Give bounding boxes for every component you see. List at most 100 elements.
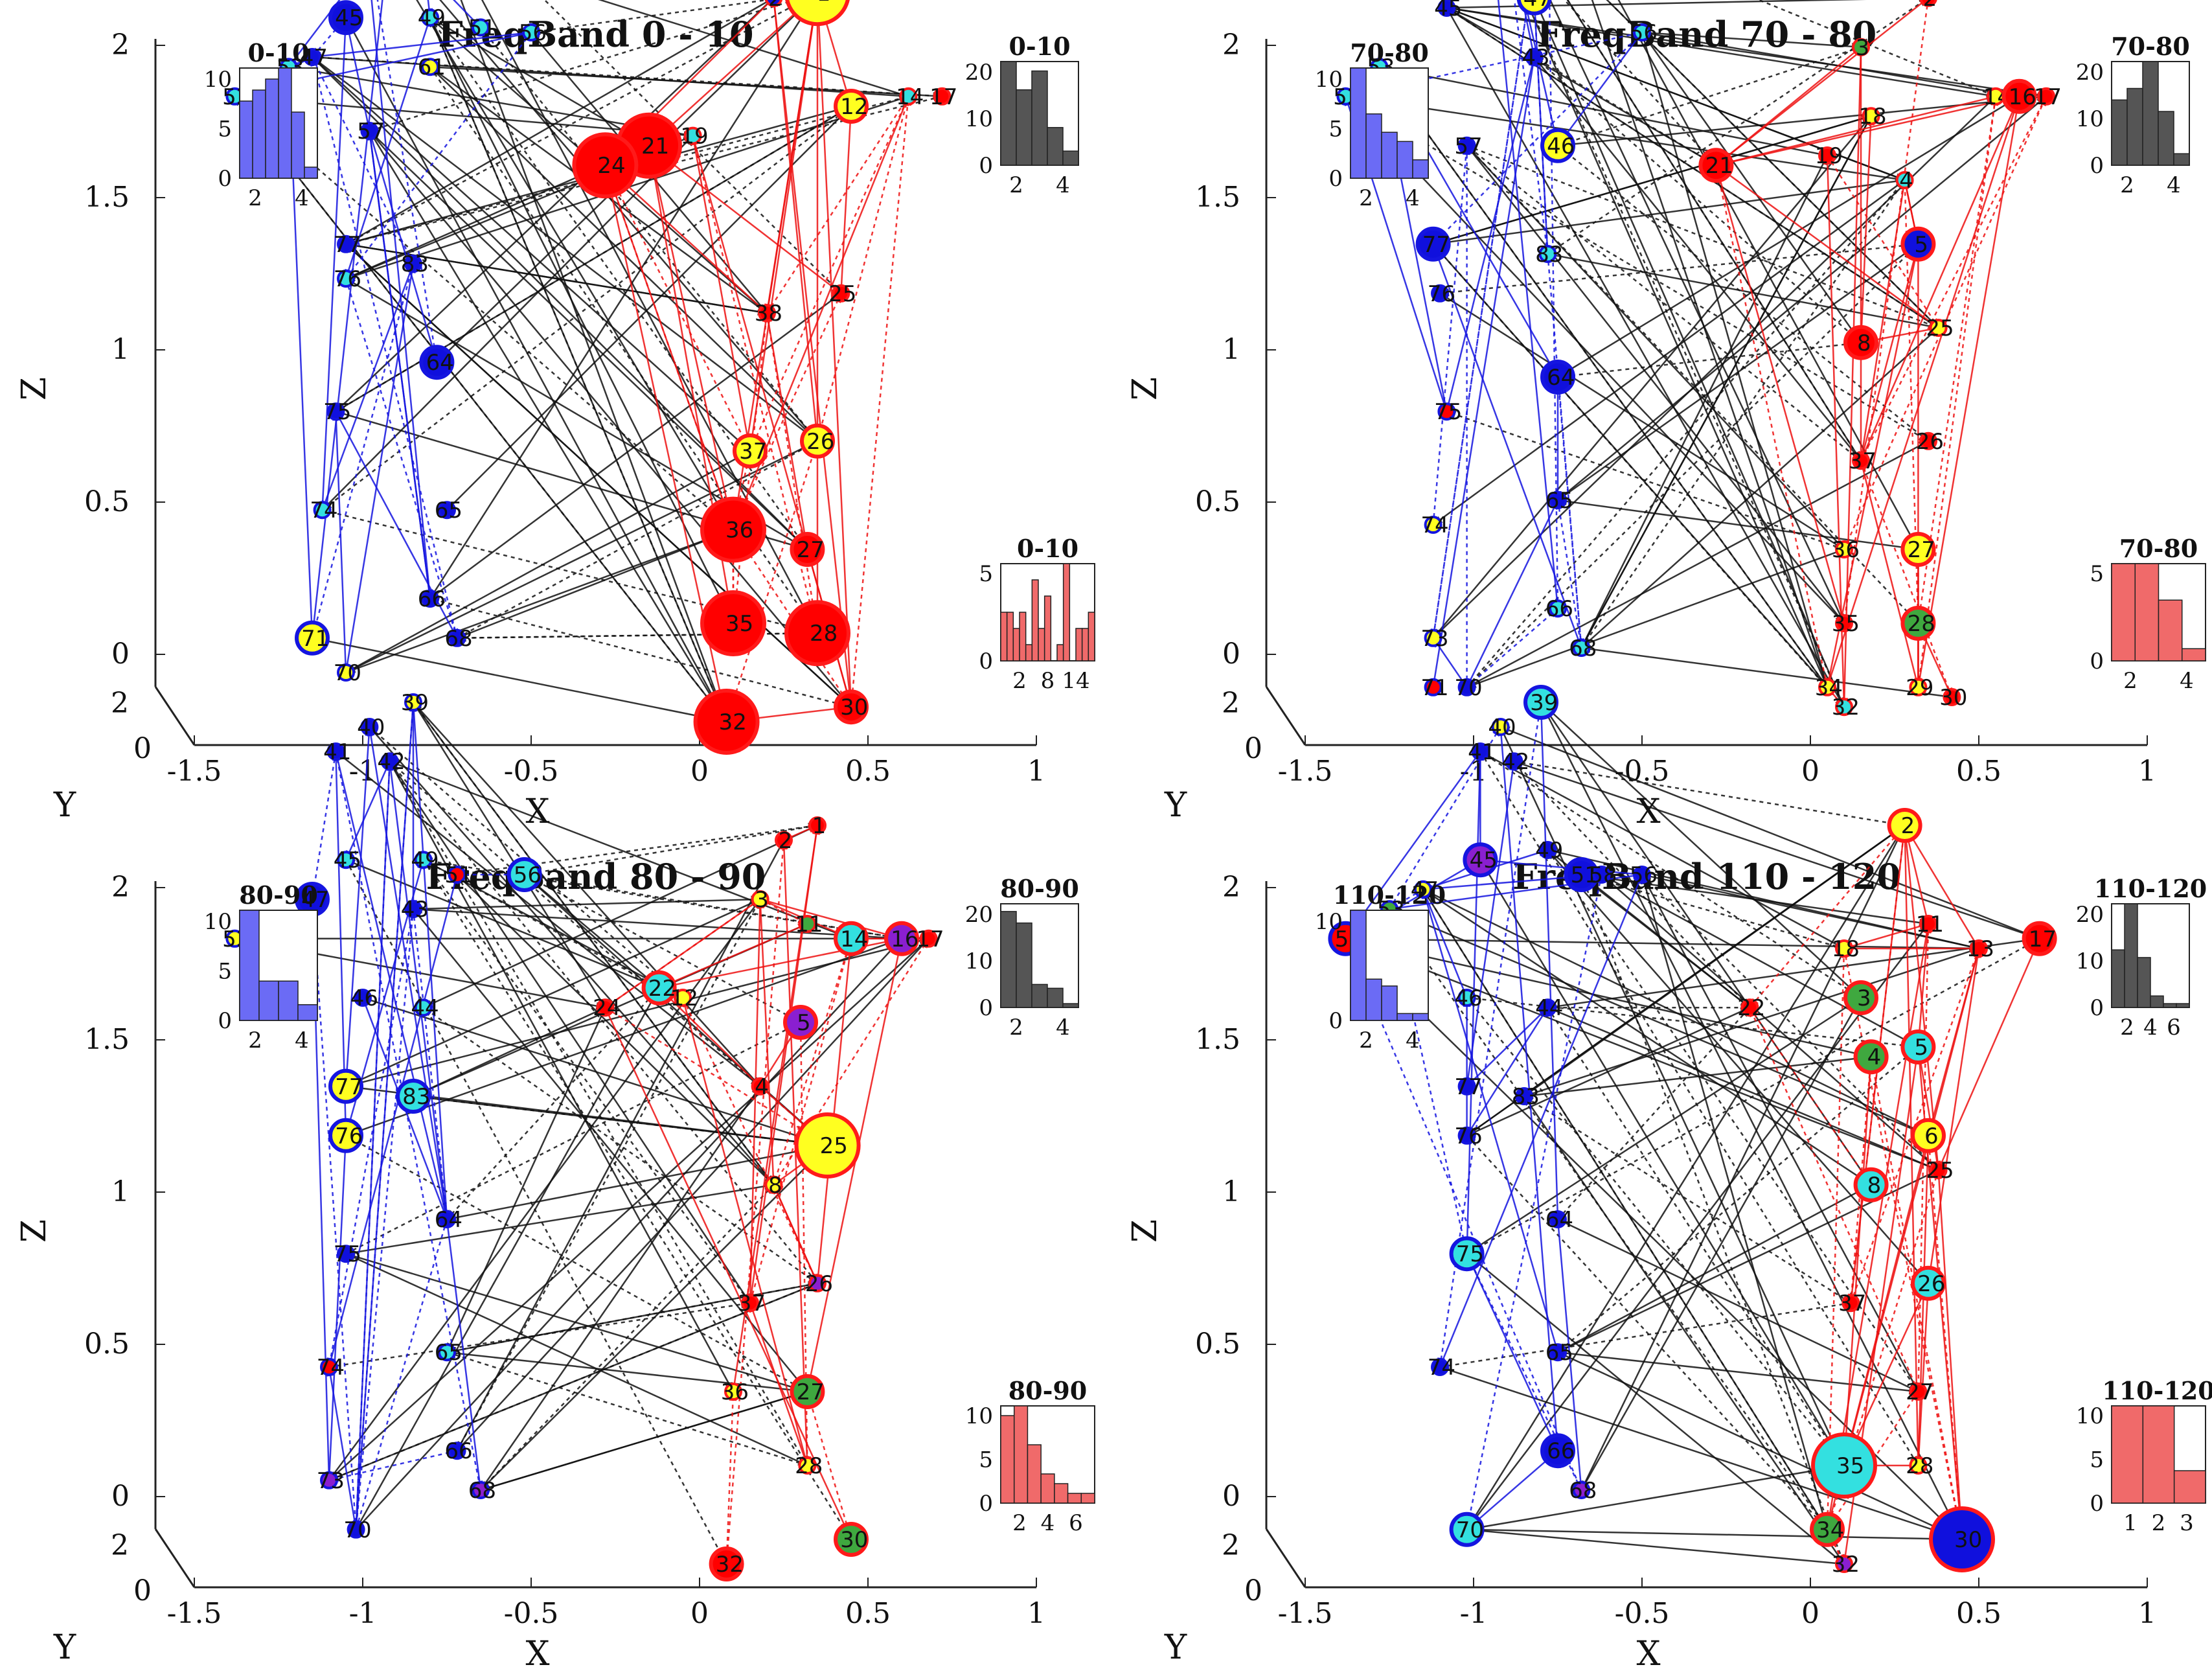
node-4 [1853, 1039, 1889, 1075]
edge [345, 1253, 808, 1467]
edge [1422, 889, 1468, 998]
z-tick-label: 0.5 [1195, 485, 1240, 518]
node-77 [328, 1068, 363, 1104]
edge [1641, 31, 2020, 98]
edge [817, 0, 852, 707]
edge [1860, 460, 1919, 688]
inset-histogram-gray: 0-10 0 10 20 2 4 [965, 32, 1079, 198]
node-label: 18 [1832, 936, 1860, 962]
edge [1466, 825, 1906, 1530]
edge [1466, 923, 1929, 1530]
edge [1514, 761, 2040, 939]
edge [1466, 144, 1845, 550]
edge [355, 702, 415, 1530]
edge [840, 106, 852, 293]
x-axis-label: X [525, 792, 549, 831]
edge [1580, 115, 1872, 649]
inset-histogram-red: 110-120 0 5 10 1 2 3 [2076, 1376, 2212, 1536]
node-label: 30 [1939, 685, 1967, 711]
histogram-bar [1350, 67, 1367, 179]
edge [1499, 726, 1845, 1466]
histogram-bar [2126, 87, 2143, 166]
node-27 [790, 1374, 825, 1409]
inset-x-tick: 4 [2167, 172, 2181, 198]
y-axis-label: Y [53, 1628, 76, 1667]
z-tick-label: 1 [1222, 333, 1240, 366]
edge [1580, 997, 1862, 1491]
edge [1432, 56, 1535, 687]
edge [1860, 96, 2047, 461]
node-35 [700, 590, 766, 656]
edge [423, 859, 660, 989]
node-51 [448, 866, 466, 884]
node-label: 38 [755, 301, 782, 327]
z-axis-label: Z [1126, 1219, 1165, 1243]
edge [1432, 638, 1468, 688]
inset-y-tick: 5 [1328, 117, 1343, 143]
edge [328, 1282, 818, 1481]
inset-y-tick: 0 [2090, 1491, 2104, 1517]
edge [429, 66, 819, 634]
node-label: 68 [1569, 636, 1597, 661]
node-51 [472, 18, 490, 37]
node-47 [303, 48, 321, 66]
edge [1439, 1366, 1963, 1541]
node-label: 6 [1924, 1123, 1939, 1149]
node-label: 47 [301, 887, 329, 913]
node-26 [808, 1274, 827, 1293]
node-37 [1852, 452, 1870, 470]
edge [1557, 95, 2020, 378]
node-30 [834, 1522, 869, 1557]
node-27 [790, 532, 825, 567]
node-label: 22 [1737, 995, 1765, 1021]
node-5 [1900, 1029, 1936, 1064]
histogram-bar [1016, 922, 1032, 1008]
node-64 [419, 345, 455, 380]
node-2 [1919, 0, 1937, 7]
node-2 [764, 0, 783, 7]
node-66 [1549, 599, 1567, 618]
edge [1715, 165, 1939, 329]
node-label: 71 [1420, 675, 1448, 701]
node-68 [448, 628, 466, 647]
histogram-bar [2111, 949, 2125, 1008]
node-label: 76 [334, 266, 361, 292]
node-label: 11 [1916, 912, 1944, 937]
node-label: 64 [1545, 1207, 1573, 1233]
edge [1466, 1253, 1845, 1565]
inset-x-tick: 4 [1406, 185, 1420, 211]
histogram-bar [1365, 113, 1382, 179]
node-77 [1457, 1077, 1476, 1096]
node-45 [1463, 842, 1498, 878]
node-label: 12 [670, 985, 698, 1011]
node-68 [1572, 639, 1591, 657]
edge [234, 96, 727, 722]
node-47 [1414, 880, 1432, 899]
node-label: 75 [1434, 399, 1462, 425]
edge [1547, 937, 2040, 1009]
edge [1601, 873, 1919, 1048]
histogram-bar [1067, 1493, 1082, 1504]
node-label: 27 [1908, 537, 1935, 563]
edge [1466, 1464, 1845, 1531]
edge [658, 987, 761, 1087]
node-41 [1471, 742, 1490, 761]
node-label: 43 [1522, 45, 1549, 71]
node-39 [1523, 685, 1558, 720]
z-axis-label: Z [15, 377, 54, 400]
node-17 [919, 929, 938, 948]
node-label: 41 [323, 739, 351, 765]
edge [446, 1351, 808, 1467]
node-label: 22 [648, 976, 676, 1002]
inset-y-tick: 0 [979, 153, 993, 179]
x-tick-label: 0 [690, 1597, 709, 1630]
node-30 [1929, 1506, 1995, 1572]
z-tick-label: 1.5 [84, 1023, 130, 1056]
panel-3: FreqBand 80 - 90-1.5 -1 -0.5 0 0.5 1X02Y00.51… [15, 690, 1095, 1673]
node-label: 44 [411, 995, 439, 1021]
node-74 [1424, 516, 1442, 534]
node-label: 11 [795, 912, 823, 937]
inset-x-tick: 2 [2123, 668, 2138, 694]
x-tick-label: 1 [1027, 755, 1045, 788]
inset-y-tick: 0 [1328, 1008, 1343, 1034]
